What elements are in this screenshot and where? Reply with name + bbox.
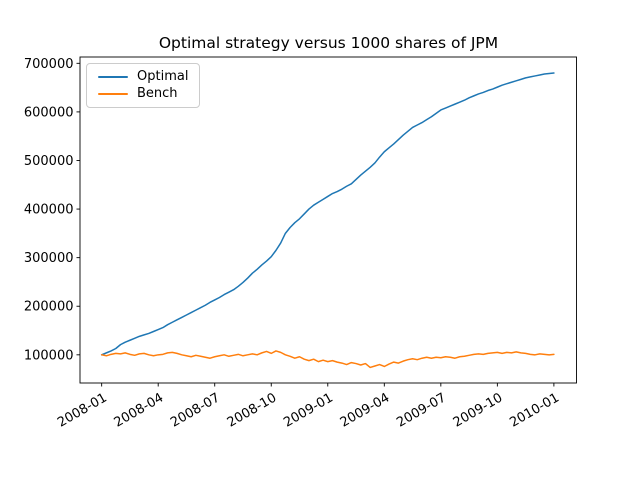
legend-item-bench: Bench xyxy=(98,86,191,102)
x-tick-label: 2008-10 xyxy=(225,390,280,430)
legend: Optimal Bench xyxy=(86,63,200,108)
x-tick-label: 2008-01 xyxy=(55,390,110,430)
y-tick-label: 200000 xyxy=(24,300,74,315)
y-tick-label: 500000 xyxy=(24,154,74,169)
x-tick-label: 2009-01 xyxy=(281,390,336,430)
y-tick-label: 400000 xyxy=(24,203,74,218)
y-tick-label: 700000 xyxy=(24,57,74,72)
optimal-line xyxy=(100,72,555,356)
bench-line xyxy=(100,350,555,369)
x-tick-label: 2009-10 xyxy=(451,390,506,430)
y-tick-label: 600000 xyxy=(24,105,74,120)
chart-title: Optimal strategy versus 1000 shares of J… xyxy=(158,34,499,52)
optimal-legend-line-swatch xyxy=(98,76,128,78)
x-tick-label: 2010-01 xyxy=(507,390,562,430)
bench-legend-label: Bench xyxy=(137,86,178,101)
plot-border xyxy=(79,56,577,384)
x-tick-label: 2008-07 xyxy=(168,390,223,430)
y-tick-label: 100000 xyxy=(24,348,74,363)
legend-item-optimal: Optimal xyxy=(98,69,191,85)
x-tick-label: 2008-04 xyxy=(112,390,167,430)
optimal-legend-label: Optimal xyxy=(137,69,189,84)
x-tick-label: 2009-07 xyxy=(394,390,449,430)
bench-legend-line-swatch xyxy=(98,93,128,95)
x-tick-label: 2009-04 xyxy=(338,390,393,430)
y-tick-label: 300000 xyxy=(24,251,74,266)
